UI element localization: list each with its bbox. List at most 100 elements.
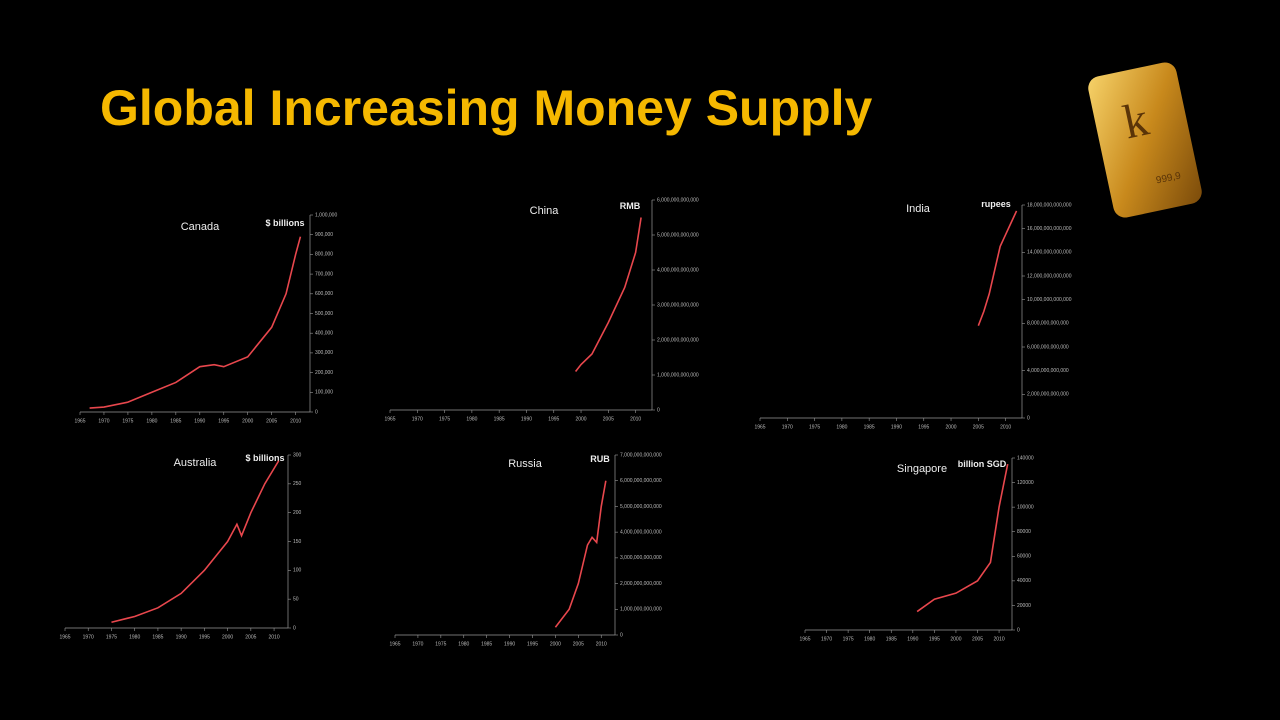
x-tick-label: 1975 (439, 416, 450, 422)
unit-label: RMB (620, 201, 641, 211)
y-tick-label: 18,000,000,000,000 (1027, 202, 1072, 208)
x-tick-label: 1995 (527, 641, 538, 647)
logo: k 999,9 (1088, 62, 1202, 218)
x-tick-label: 1990 (194, 418, 205, 424)
x-tick-label: 1980 (146, 418, 157, 424)
x-tick-label: 1980 (458, 641, 469, 647)
y-tick-label: 900,000 (315, 232, 333, 238)
x-tick-label: 2000 (550, 641, 561, 647)
chart-title: India (906, 203, 931, 215)
x-tick-label: 1990 (907, 636, 918, 642)
x-tick-label: 2000 (945, 424, 956, 430)
x-tick-label: 1995 (199, 634, 210, 640)
chart-title: Australia (174, 457, 218, 469)
x-tick-label: 1970 (98, 418, 109, 424)
x-tick-label: 1980 (864, 636, 875, 642)
y-tick-label: 1,000,000,000,000 (620, 607, 662, 613)
x-tick-label: 1995 (548, 416, 559, 422)
chart-title: Canada (181, 221, 220, 233)
y-tick-label: 20000 (1017, 603, 1031, 609)
x-tick-label: 1965 (74, 418, 85, 424)
y-tick-label: 16,000,000,000,000 (1027, 226, 1072, 232)
unit-label: RUB (590, 454, 610, 464)
y-tick-label: 12,000,000,000,000 (1027, 273, 1072, 279)
x-tick-label: 1985 (481, 641, 492, 647)
y-tick-label: 1,000,000 (315, 212, 337, 218)
y-tick-label: 5,000,000,000,000 (657, 232, 699, 238)
y-tick-label: 2,000,000,000,000 (657, 337, 699, 343)
y-tick-label: 6,000,000,000,000 (657, 197, 699, 203)
data-line (916, 463, 1009, 613)
x-tick-label: 1975 (106, 634, 117, 640)
y-tick-label: 500,000 (315, 311, 333, 317)
x-tick-label: 2005 (972, 636, 983, 642)
x-tick-label: 2005 (573, 641, 584, 647)
y-tick-label: 6,000,000,000,000 (1027, 344, 1069, 350)
x-tick-label: 1965 (754, 424, 765, 430)
chart-title: Russia (508, 458, 543, 470)
y-tick-label: 4,000,000,000,000 (620, 529, 662, 535)
data-line (554, 480, 607, 628)
x-tick-label: 1985 (886, 636, 897, 642)
x-tick-label: 1980 (836, 424, 847, 430)
x-tick-label: 2005 (266, 418, 277, 424)
y-tick-label: 100 (293, 568, 302, 574)
x-tick-label: 1970 (782, 424, 793, 430)
y-tick-label: 400,000 (315, 331, 333, 337)
y-tick-label: 60000 (1017, 554, 1031, 560)
x-tick-label: 2010 (994, 636, 1005, 642)
unit-label: $ billions (265, 218, 304, 228)
gold-bar (1088, 62, 1202, 218)
y-tick-label: 4,000,000,000,000 (657, 267, 699, 273)
x-tick-label: 1975 (843, 636, 854, 642)
x-tick-label: 1970 (821, 636, 832, 642)
x-tick-label: 2000 (242, 418, 253, 424)
x-tick-label: 2000 (575, 416, 586, 422)
y-tick-label: 200 (293, 510, 302, 516)
x-tick-label: 1995 (218, 418, 229, 424)
x-tick-label: 2000 (950, 636, 961, 642)
x-tick-label: 2010 (290, 418, 301, 424)
y-tick-label: 1,000,000,000,000 (657, 372, 699, 378)
y-tick-label: 800,000 (315, 252, 333, 258)
y-tick-label: 100,000 (315, 390, 333, 396)
x-tick-label: 1970 (83, 634, 94, 640)
data-line (574, 217, 642, 372)
x-tick-label: 1985 (170, 418, 181, 424)
x-tick-label: 1995 (918, 424, 929, 430)
y-tick-label: 14,000,000,000,000 (1027, 250, 1072, 256)
x-tick-label: 2010 (1000, 424, 1011, 430)
x-tick-label: 1995 (929, 636, 940, 642)
x-tick-label: 2000 (222, 634, 233, 640)
y-tick-label: 0 (657, 407, 660, 413)
y-tick-label: 50 (293, 596, 299, 602)
y-tick-label: 100000 (1017, 504, 1034, 510)
x-tick-label: 1985 (864, 424, 875, 430)
y-tick-label: 150 (293, 539, 302, 545)
x-tick-label: 1990 (176, 634, 187, 640)
logo-purity: 999,9 (1155, 170, 1182, 186)
unit-label: $ billions (245, 453, 284, 463)
y-tick-label: 5,000,000,000,000 (620, 504, 662, 510)
data-line (977, 210, 1018, 326)
x-tick-label: 1980 (466, 416, 477, 422)
x-tick-label: 1975 (435, 641, 446, 647)
y-tick-label: 600,000 (315, 291, 333, 297)
y-tick-label: 7,000,000,000,000 (620, 452, 662, 458)
y-tick-label: 700,000 (315, 271, 333, 277)
x-tick-label: 1990 (504, 641, 515, 647)
y-tick-label: 80000 (1017, 529, 1031, 535)
y-tick-label: 250 (293, 481, 302, 487)
x-tick-label: 2010 (630, 416, 641, 422)
y-tick-label: 0 (315, 409, 318, 415)
x-tick-label: 1980 (129, 634, 140, 640)
chart-title: China (530, 205, 560, 217)
y-tick-label: 4,000,000,000,000 (1027, 368, 1069, 374)
x-tick-label: 1975 (122, 418, 133, 424)
y-tick-label: 3,000,000,000,000 (620, 555, 662, 561)
y-tick-label: 300,000 (315, 350, 333, 356)
y-tick-label: 0 (1027, 415, 1030, 421)
y-tick-label: 8,000,000,000,000 (1027, 321, 1069, 327)
x-tick-label: 1965 (384, 416, 395, 422)
